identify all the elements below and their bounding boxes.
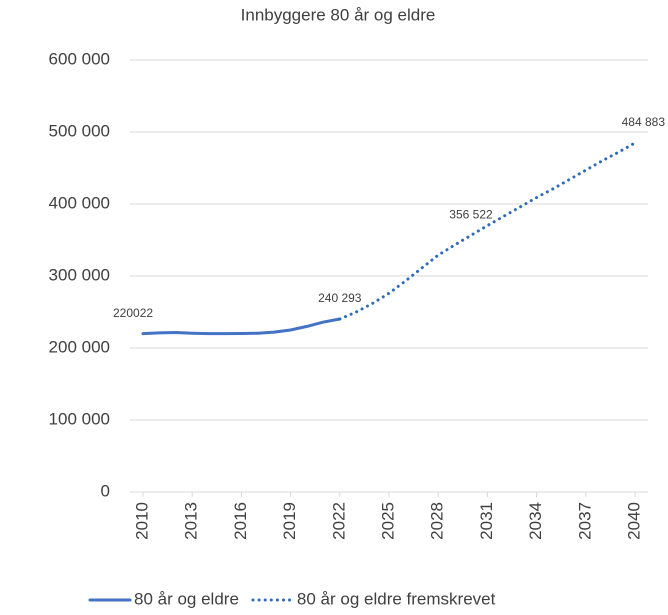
data-label: 220022 bbox=[113, 306, 153, 320]
data-label: 240 293 bbox=[318, 291, 362, 305]
legend-item: 80 år og eldre bbox=[88, 589, 239, 608]
y-tick-label: 0 bbox=[101, 481, 110, 500]
legend-label: 80 år og eldre fremskrevet bbox=[297, 589, 496, 608]
y-tick-label: 300 000 bbox=[49, 265, 110, 284]
series-line bbox=[141, 317, 342, 336]
x-tick-label: 2040 bbox=[624, 502, 643, 540]
legend-item: 80 år og eldre fremskrevet bbox=[251, 589, 496, 608]
data-label: 484 883 bbox=[622, 115, 666, 129]
x-tick-label: 2013 bbox=[182, 502, 201, 540]
y-tick-label: 500 000 bbox=[49, 121, 110, 140]
y-tick-label: 600 000 bbox=[49, 49, 110, 68]
x-tick-label: 2025 bbox=[378, 502, 397, 540]
data-label: 356 522 bbox=[449, 207, 493, 221]
series-line bbox=[338, 141, 637, 321]
x-tick-label: 2010 bbox=[132, 502, 151, 540]
x-tick-label: 2037 bbox=[575, 502, 594, 540]
y-tick-label: 100 000 bbox=[49, 409, 110, 428]
x-tick-label: 2028 bbox=[428, 502, 447, 540]
legend-label: 80 år og eldre bbox=[134, 589, 239, 608]
x-tick-label: 2019 bbox=[280, 502, 299, 540]
chart-title: Innbyggere 80 år og eldre bbox=[241, 5, 436, 24]
y-tick-label: 400 000 bbox=[49, 193, 110, 212]
x-tick-label: 2034 bbox=[526, 502, 545, 540]
x-tick-label: 2016 bbox=[231, 502, 250, 540]
y-tick-label: 200 000 bbox=[49, 337, 110, 356]
x-tick-label: 2022 bbox=[329, 502, 348, 540]
x-tick-label: 2031 bbox=[477, 502, 496, 540]
